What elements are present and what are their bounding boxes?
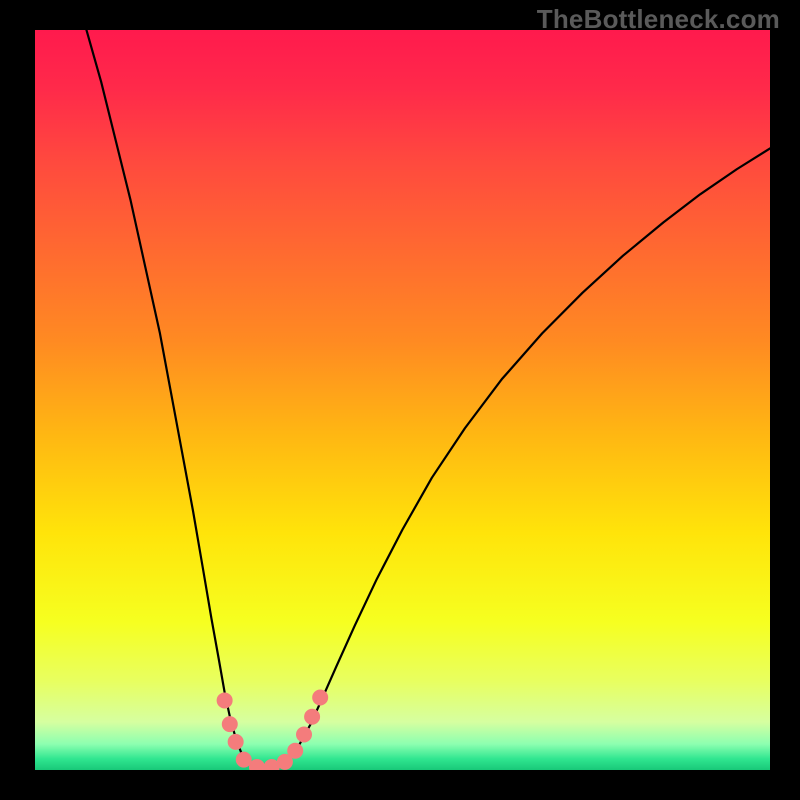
highlight-marker [217, 693, 232, 708]
highlight-marker [236, 752, 251, 767]
highlight-marker [288, 743, 303, 758]
highlight-marker [297, 727, 312, 742]
bottleneck-curve-line [86, 30, 770, 769]
highlight-marker [249, 760, 264, 770]
highlight-marker-group [217, 690, 328, 770]
watermark-text: TheBottleneck.com [537, 4, 780, 35]
highlight-marker [264, 760, 279, 770]
highlight-marker [228, 734, 243, 749]
highlight-marker [305, 709, 320, 724]
plot-area [35, 30, 770, 770]
chart-svg-layer [35, 30, 770, 770]
highlight-marker [313, 690, 328, 705]
highlight-marker [222, 717, 237, 732]
figure-root: { "canvas": { "width": 800, "height": 80… [0, 0, 800, 800]
